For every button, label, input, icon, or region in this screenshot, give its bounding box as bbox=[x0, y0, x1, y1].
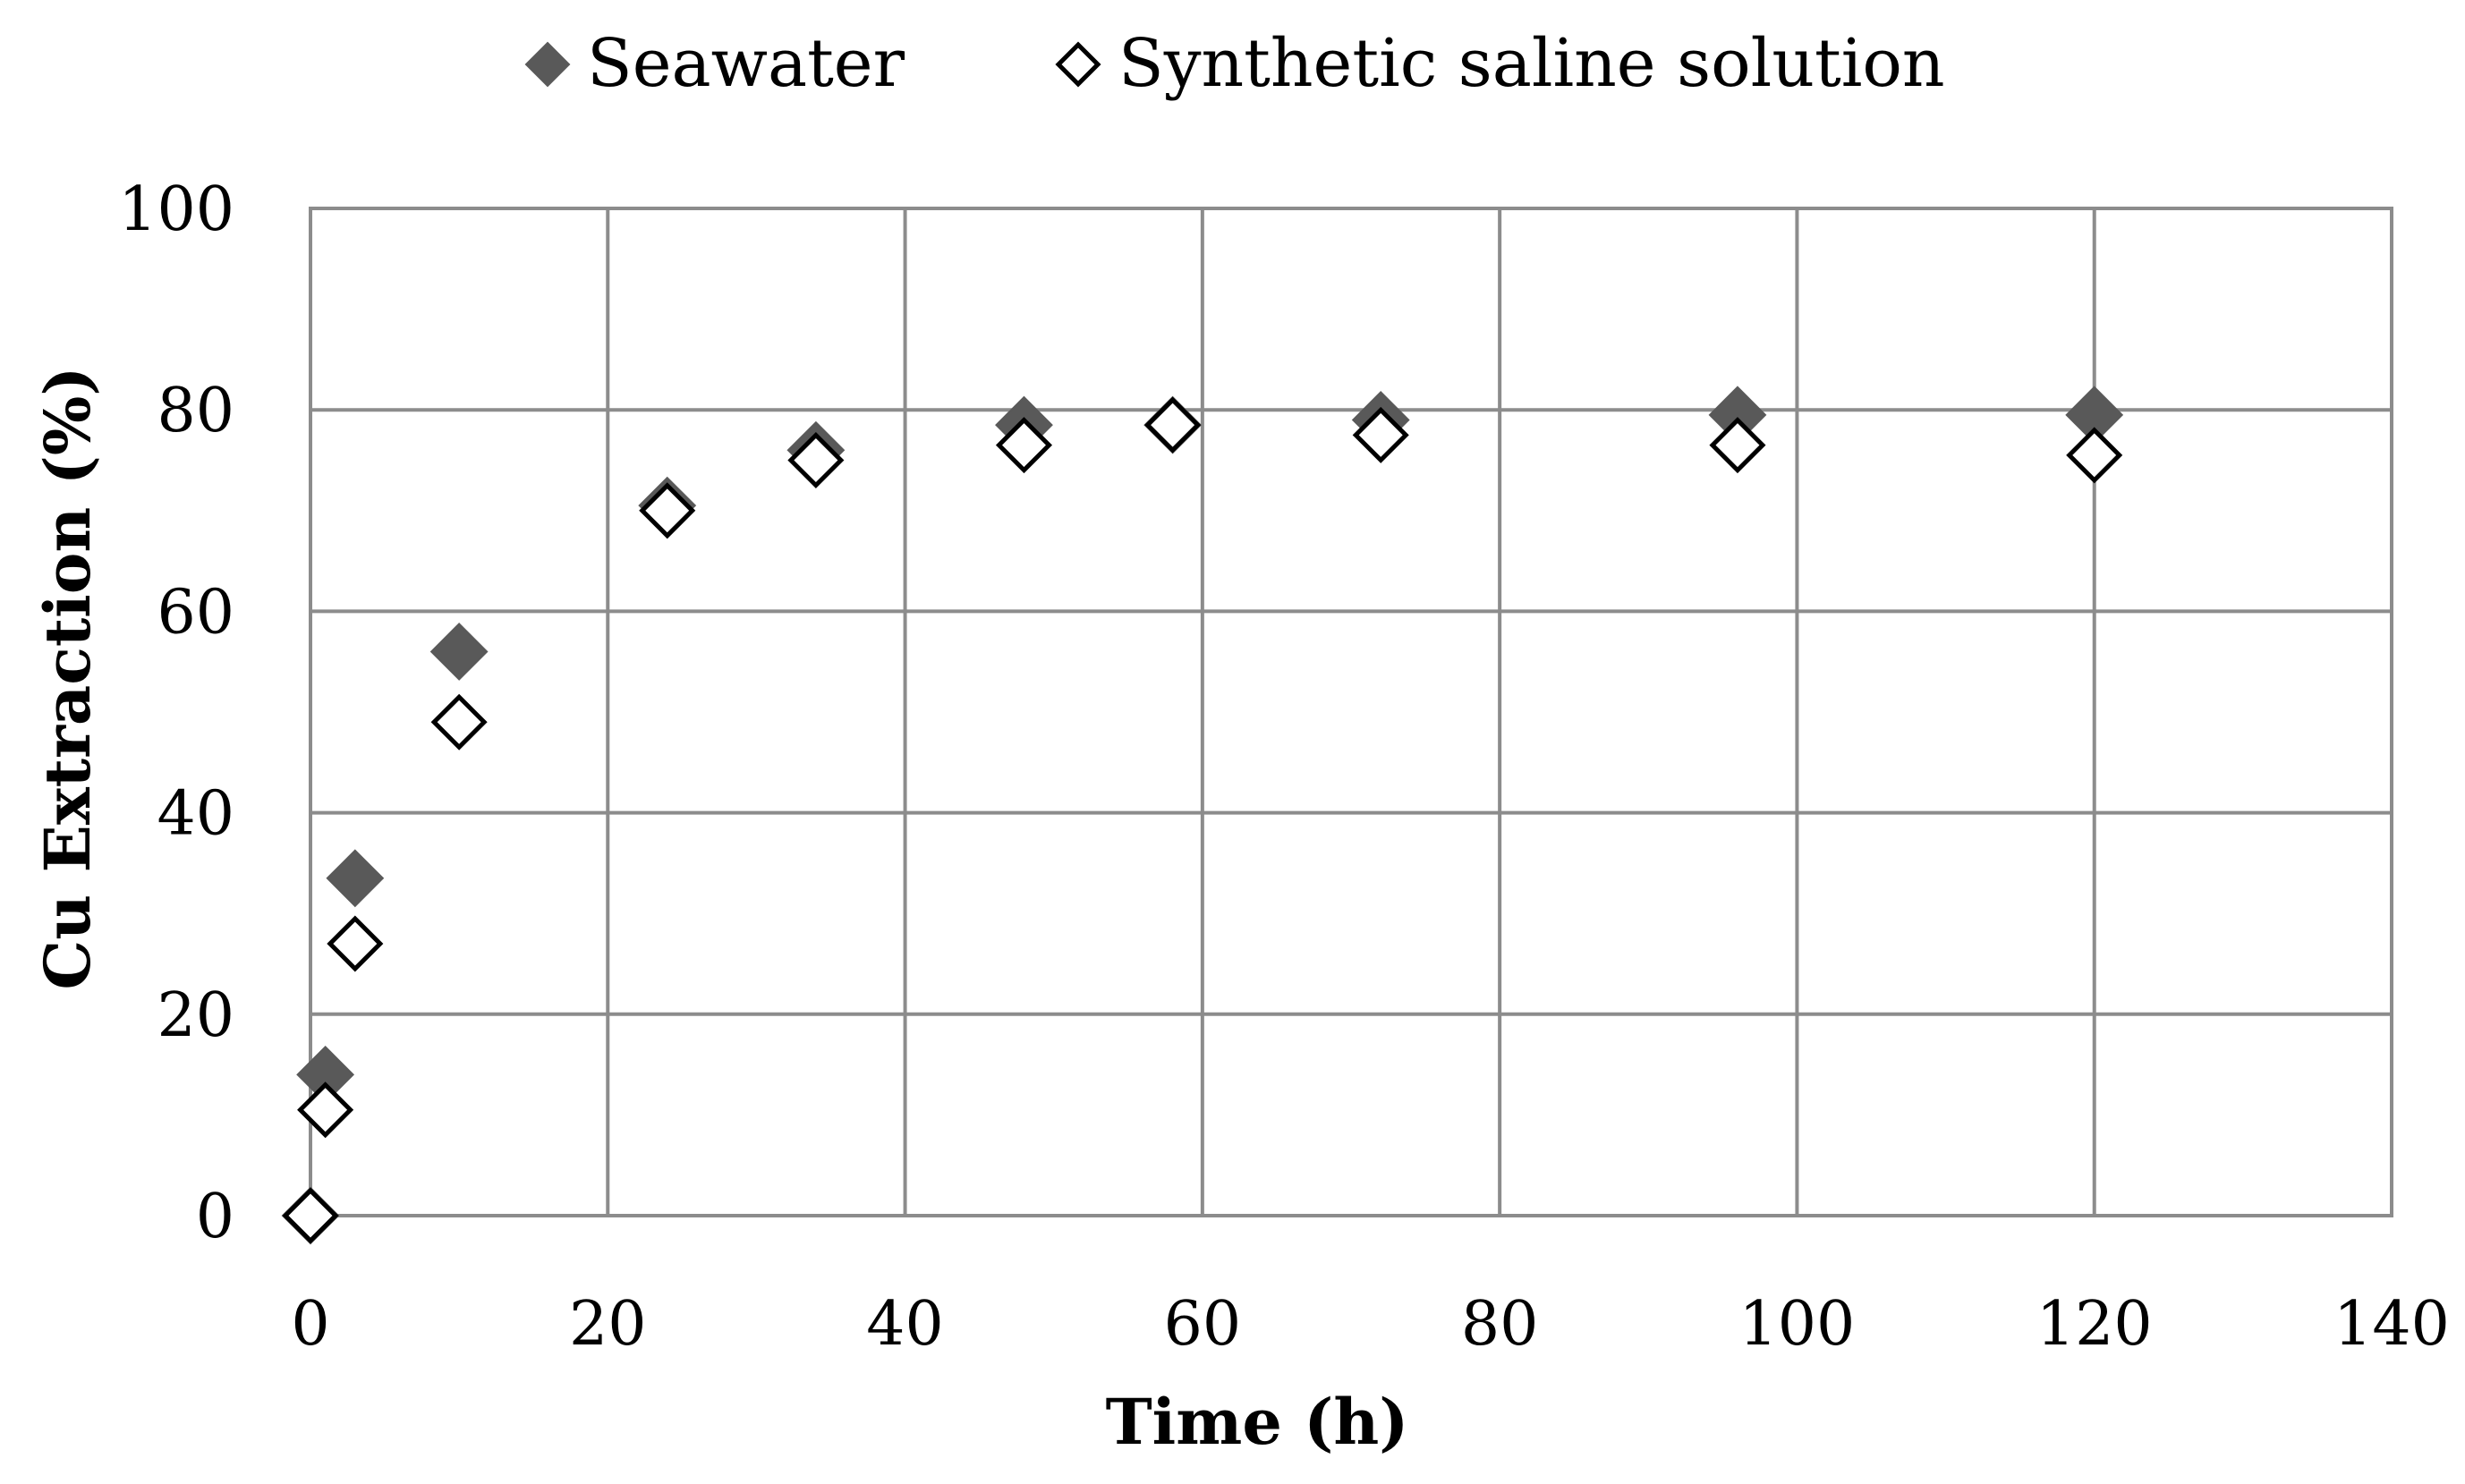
legend-item-synthetic-saline-solution: Synthetic saline solution bbox=[1055, 25, 1945, 102]
grid bbox=[309, 207, 2393, 1217]
legend-label-synthetic-saline-solution: Synthetic saline solution bbox=[1118, 25, 1945, 102]
data-point bbox=[282, 1187, 339, 1244]
y-tick-label: 100 bbox=[118, 174, 234, 245]
data-point bbox=[1352, 406, 1409, 463]
y-tick-label: 80 bbox=[157, 376, 234, 446]
x-tick-label: 140 bbox=[2333, 1289, 2450, 1360]
data-point bbox=[326, 849, 385, 908]
y-tick-label: 20 bbox=[157, 980, 234, 1051]
y-tick-label: 40 bbox=[157, 779, 234, 850]
legend: Seawater Synthetic saline solution bbox=[524, 25, 1945, 102]
y-axis-tick-labels: 0 20 40 60 80 100 bbox=[118, 174, 234, 1252]
data-point bbox=[430, 693, 488, 750]
data-point bbox=[1144, 396, 1202, 454]
legend-label-seawater: Seawater bbox=[587, 25, 905, 102]
legend-marker-seawater bbox=[524, 41, 571, 88]
x-tick-label: 120 bbox=[2036, 1289, 2153, 1360]
data-point bbox=[297, 1081, 354, 1139]
x-axis-title: Time (h) bbox=[1106, 1385, 1409, 1459]
series-synthetic-saline-solution bbox=[282, 396, 2123, 1244]
x-tick-label: 0 bbox=[291, 1289, 329, 1360]
data-point bbox=[2066, 427, 2123, 484]
x-tick-label: 20 bbox=[569, 1289, 647, 1360]
data-point bbox=[995, 417, 1053, 474]
x-axis-tick-labels: 0 20 40 60 80 100 120 140 bbox=[291, 1289, 2450, 1360]
y-axis-title: Cu Extraction (%) bbox=[30, 367, 105, 990]
data-point bbox=[429, 623, 489, 681]
data-point bbox=[787, 431, 845, 489]
x-tick-label: 100 bbox=[1739, 1289, 1856, 1360]
legend-item-seawater: Seawater bbox=[524, 25, 905, 102]
x-tick-label: 60 bbox=[1164, 1289, 1242, 1360]
data-point bbox=[327, 915, 384, 972]
legend-marker-synthetic-saline-solution bbox=[1055, 41, 1101, 88]
data-series bbox=[281, 386, 2124, 1245]
x-tick-label: 80 bbox=[1461, 1289, 1539, 1360]
y-tick-label: 0 bbox=[196, 1182, 234, 1252]
plot-area-frame bbox=[309, 207, 2393, 1217]
y-tick-label: 60 bbox=[157, 577, 234, 648]
x-tick-label: 40 bbox=[866, 1289, 944, 1360]
data-point bbox=[639, 482, 696, 539]
data-point bbox=[1709, 417, 1766, 474]
